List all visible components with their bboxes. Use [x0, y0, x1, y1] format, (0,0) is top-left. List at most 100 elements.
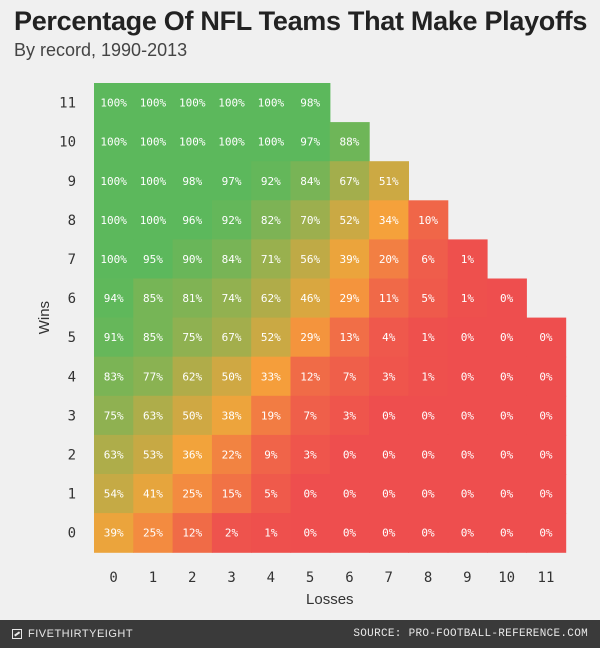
- cell-label: 13%: [340, 331, 360, 344]
- cell-label: 91%: [104, 331, 124, 344]
- heatmap-cell: [290, 83, 331, 123]
- heatmap-cell: [290, 356, 331, 397]
- heatmap-cell: [94, 434, 134, 475]
- heatmap-cell: [290, 513, 331, 553]
- heatmap-cell: [94, 513, 134, 553]
- heatmap-cell: [487, 356, 527, 397]
- cell-label: 0%: [539, 488, 553, 501]
- cell-label: 50%: [182, 409, 202, 422]
- cell-label: 29%: [340, 292, 360, 305]
- cell-label: 7%: [304, 409, 318, 422]
- brand: FIVETHIRTYEIGHT: [12, 628, 133, 640]
- footer-bar: FIVETHIRTYEIGHT SOURCE: PRO-FOOTBALL-REF…: [0, 620, 600, 648]
- chart-subtitle: By record, 1990-2013: [14, 40, 188, 60]
- heatmap-cell: [290, 239, 331, 280]
- cell-label: 46%: [300, 292, 320, 305]
- cell-label: 1%: [421, 370, 435, 383]
- cell-label: 9%: [264, 448, 278, 461]
- cell-label: 63%: [104, 448, 124, 461]
- heatmap-cell: [172, 434, 213, 475]
- cell-label: 85%: [143, 331, 163, 344]
- heatmap-cell: [447, 513, 488, 553]
- heatmap-cell: [487, 434, 527, 475]
- x-tick-label: 5: [306, 570, 314, 586]
- cell-label: 0%: [343, 488, 357, 501]
- y-tick-label: 3: [68, 408, 76, 424]
- heatmap-cell: [329, 122, 370, 162]
- cell-label: 0%: [304, 488, 318, 501]
- heatmap-cell: [526, 356, 567, 397]
- heatmap-cell: [329, 278, 370, 319]
- y-tick-label: 8: [68, 213, 76, 229]
- cell-label: 0%: [382, 527, 396, 540]
- cell-label: 33%: [261, 370, 281, 383]
- heatmap-cell: [447, 278, 488, 319]
- cell-label: 82%: [261, 214, 281, 227]
- cell-label: 100%: [100, 175, 127, 188]
- heatmap-cell: [172, 474, 213, 514]
- cell-label: 70%: [300, 214, 320, 227]
- heatmap-cell: [369, 161, 409, 201]
- chart-title: Percentage Of NFL Teams That Make Playof…: [14, 6, 588, 36]
- cell-label: 96%: [182, 214, 202, 227]
- x-tick-label: 10: [498, 570, 515, 586]
- cell-label: 0%: [500, 488, 514, 501]
- heatmap-cell: [94, 317, 134, 358]
- heatmap-cell: [329, 513, 370, 553]
- heatmap-cell: [369, 474, 409, 514]
- y-axis-label: Wins: [36, 301, 53, 334]
- heatmap-cell: [447, 434, 488, 475]
- cell-label: 54%: [104, 488, 124, 501]
- cell-label: 0%: [343, 448, 357, 461]
- cell-label: 94%: [104, 292, 124, 305]
- heatmap-cell: [172, 122, 213, 162]
- heatmap-cell: [211, 83, 252, 123]
- heatmap-cell: [290, 278, 331, 319]
- x-axis-label: Losses: [306, 591, 354, 608]
- heatmap-cell: [526, 513, 567, 553]
- heatmap-cell: [290, 161, 331, 201]
- heatmap-cell: [487, 317, 527, 358]
- heatmap-cell: [133, 122, 174, 162]
- y-tick-label: 11: [59, 96, 76, 112]
- heatmap-cell: [133, 200, 174, 240]
- cell-label: 84%: [222, 253, 242, 266]
- cell-label: 0%: [500, 448, 514, 461]
- heatmap-cell: [211, 317, 252, 358]
- cell-label: 3%: [382, 370, 396, 383]
- cell-label: 51%: [379, 175, 399, 188]
- heatmap-cell: [211, 122, 252, 162]
- heatmap-cell: [211, 239, 252, 280]
- heatmap-cell: [447, 395, 488, 436]
- heatmap-cell: [447, 239, 488, 280]
- heatmap-cell: [408, 278, 449, 319]
- cell-label: 38%: [222, 409, 242, 422]
- heatmap-cell: [329, 474, 370, 514]
- cell-label: 41%: [143, 488, 163, 501]
- cell-label: 5%: [421, 292, 435, 305]
- heatmap-cell: [94, 83, 134, 123]
- cell-label: 52%: [261, 331, 281, 344]
- heatmap-cell: [329, 395, 370, 436]
- heatmap-cell: [251, 83, 292, 123]
- heatmap-cell: [329, 356, 370, 397]
- heatmap-cell: [369, 395, 409, 436]
- cell-label: 75%: [104, 409, 124, 422]
- cell-label: 100%: [179, 97, 206, 110]
- heatmap-cell: [408, 200, 449, 240]
- cell-label: 39%: [104, 527, 124, 540]
- y-tick-label: 1: [68, 487, 76, 503]
- y-tick-label: 2: [68, 447, 76, 463]
- cell-label: 100%: [179, 136, 206, 149]
- heatmap-cell: [329, 161, 370, 201]
- x-tick-label: 9: [463, 570, 471, 586]
- cell-label: 84%: [300, 175, 320, 188]
- heatmap-cell: [408, 474, 449, 514]
- heatmap-cell: [211, 161, 252, 201]
- cell-label: 3%: [304, 448, 318, 461]
- cell-label: 67%: [340, 175, 360, 188]
- cell-label: 100%: [218, 136, 245, 149]
- heatmap-cell: [408, 513, 449, 553]
- cell-label: 97%: [222, 175, 242, 188]
- cell-label: 92%: [222, 214, 242, 227]
